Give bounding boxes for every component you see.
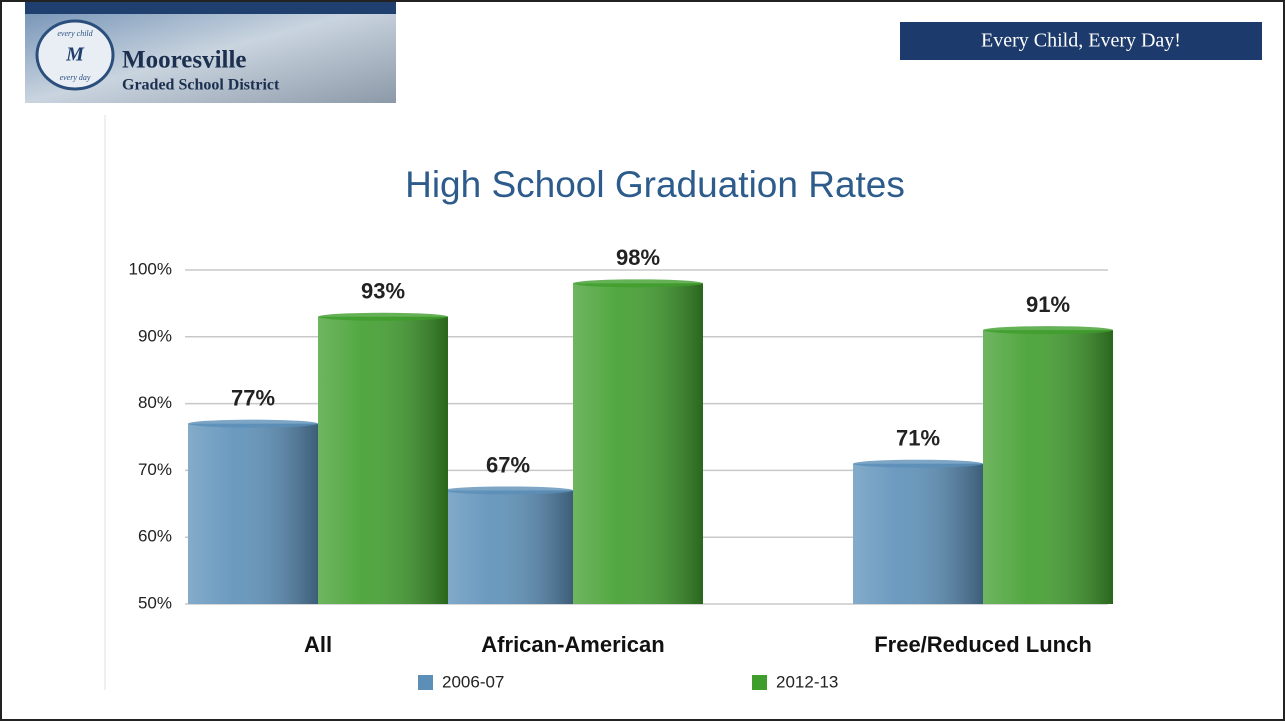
y-tick-label: 90% <box>138 326 172 345</box>
legend-label: 2012-13 <box>776 672 838 691</box>
logo-top-text: every child <box>57 29 93 38</box>
bar-shade <box>443 490 573 604</box>
bar-shade <box>573 283 703 604</box>
logo-bottom-text: every day <box>60 73 91 82</box>
y-tick-label: 70% <box>138 460 172 479</box>
x-tick-label: All <box>304 632 332 657</box>
logo-band <box>25 2 396 14</box>
data-label: 71% <box>896 426 940 451</box>
data-label: 77% <box>231 385 275 410</box>
legend-label: 2006-07 <box>442 672 504 691</box>
chart-title: High School Graduation Rates <box>405 164 905 205</box>
bar-shade <box>318 317 448 604</box>
bar-shade <box>983 330 1113 604</box>
data-label: 67% <box>486 452 530 477</box>
motto: Every Child, Every Day! <box>981 30 1181 52</box>
page: {"header": {"logo_title": "Mooresville",… <box>0 0 1285 721</box>
y-tick-label: 80% <box>138 393 172 412</box>
bar-cap <box>188 420 318 428</box>
y-tick-label: 60% <box>138 527 172 546</box>
y-tick-label: 50% <box>138 593 172 612</box>
legend-swatch <box>418 675 433 690</box>
x-tick-label: Free/Reduced Lunch <box>874 632 1092 657</box>
slide: every child M every day Mooresville Grad… <box>0 0 1285 721</box>
bar-shade <box>853 464 983 604</box>
logo-mark: M <box>65 44 85 66</box>
data-label: 93% <box>361 279 405 304</box>
bar-cap <box>443 486 573 494</box>
logo: every child M every day Mooresville Grad… <box>25 2 396 103</box>
data-label: 98% <box>616 245 660 270</box>
x-tick-label: African-American <box>481 632 664 657</box>
bar-cap <box>318 313 448 321</box>
logo-subtitle: Graded School District <box>122 77 280 94</box>
bar-cap <box>983 326 1113 334</box>
bar-shade <box>188 424 318 604</box>
data-label: 91% <box>1026 292 1070 317</box>
bar-cap <box>573 279 703 287</box>
y-tick-label: 100% <box>129 259 172 278</box>
bar-cap <box>853 460 983 468</box>
legend-swatch <box>752 675 767 690</box>
logo-title: Mooresville <box>122 47 247 74</box>
